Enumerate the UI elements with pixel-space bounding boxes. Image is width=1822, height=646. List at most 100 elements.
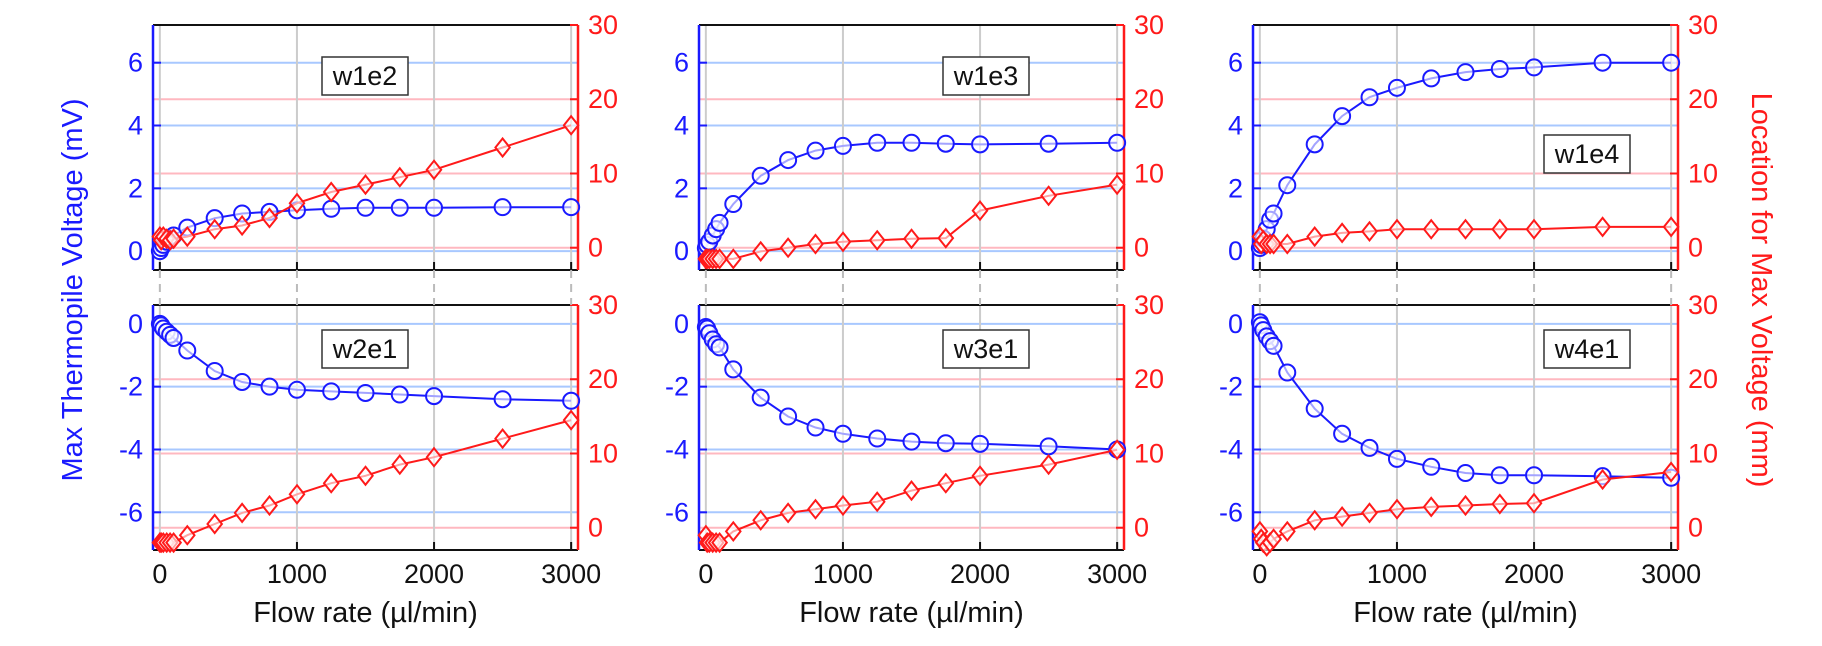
data-point-voltage [1422,457,1441,476]
data-point-location [165,531,183,554]
panel-label-box [1543,134,1631,174]
tick-label-right: 20 [588,84,618,114]
tick-label-right: 20 [1134,364,1164,394]
data-point-location [562,409,580,431]
data-point-voltage [322,199,341,218]
data-point-voltage [233,372,252,391]
data-point-location [206,513,224,535]
tick-label-right: 0 [1688,513,1703,543]
data-point-voltage [493,198,512,217]
tick-label-left: -2 [119,372,143,402]
panel-label-box [942,56,1030,96]
tick-label-right: 20 [588,364,618,394]
tick-label-left: 0 [128,309,143,339]
data-point-location [779,502,797,524]
series-line-voltage [705,326,1118,451]
tick-label-right: 0 [1134,513,1149,543]
data-point-voltage [1662,53,1681,72]
tick-label-right: 10 [1134,158,1164,188]
panel-w3e1: 0 -2 -4 -6 0 10 20 30 0 1000 2000 3000 w3e1 Flow rate… [665,290,1164,629]
data-point-location [1422,218,1440,240]
data-point-location [903,479,920,502]
data-point-location [971,465,989,487]
panel-label: w1e4 [1554,139,1620,169]
panel-label-box [942,329,1030,369]
data-point-voltage [1333,424,1352,443]
data-point-location [937,472,955,494]
data-point-location [1594,216,1612,238]
data-point-voltage [1360,88,1379,107]
data-point-location [562,114,580,136]
panel-label: w3e1 [953,334,1019,364]
data-point-location [288,192,306,214]
data-point-location [724,520,742,543]
data-point-voltage [1278,176,1297,195]
data-point-location [1388,218,1406,240]
tick-label-left: 0 [128,236,143,266]
panel-label: w4e1 [1554,334,1620,364]
data-point-location [868,491,886,513]
tick-label-x: 2000 [1504,559,1564,589]
tick-label-x: 3000 [1087,559,1147,589]
tick-label-right: 10 [588,158,618,188]
data-point-location [261,207,278,229]
data-point-voltage [868,133,887,152]
tick-label-x: 1000 [1367,559,1427,589]
tick-label-left: 2 [1228,173,1243,203]
tick-label-right: 20 [1688,84,1718,114]
data-point-voltage [806,418,825,437]
y-axis-label-right: Location for Max Voltage (mm) [1745,93,1777,488]
tick-label-left: 2 [128,173,143,203]
x-axis-label: Flow rate (µl/min) [1353,597,1578,629]
tick-label-x: 3000 [1641,559,1701,589]
tick-label-right: 0 [588,233,603,263]
tick-label-right: 20 [1134,84,1164,114]
tick-label-x: 3000 [541,559,601,589]
panel-label: w1e3 [953,61,1019,91]
panels: 0 2 4 6 0 10 20 30 w1e2 0 2 4 6 0 10 20 30 w1e3 0 2 4 6 0 10 20 3… [119,10,1718,629]
tick-label-right: 10 [1688,158,1718,188]
tick-label-x: 1000 [267,559,327,589]
tick-label-x: 0 [698,559,713,589]
tick-label-x: 2000 [950,559,1010,589]
tick-label-x: 2000 [404,559,464,589]
data-point-location [752,240,770,263]
data-point-location [1457,218,1474,240]
panel-label-box [321,56,409,96]
data-point-voltage [1490,59,1509,78]
tick-label-right: 0 [588,513,603,543]
data-point-location [1491,218,1509,240]
panel-w2e1: 0 -2 -4 -6 0 10 20 30 0 1000 2000 3000 w2e1 Flow rate… [119,290,618,629]
data-point-voltage [724,360,743,379]
data-point-voltage [1525,58,1544,77]
data-point-voltage [833,424,852,443]
data-point-location [903,228,920,250]
data-point-voltage [833,136,852,155]
tick-label-left: 6 [674,48,689,78]
tick-label-left: 2 [674,173,689,203]
data-point-location [724,248,742,270]
data-point-voltage [751,388,770,407]
data-point-location [425,446,443,468]
data-point-location [178,524,196,546]
tick-label-x: 0 [152,559,167,589]
data-point-location [834,231,852,253]
data-point-location [1040,453,1058,476]
data-point-location [391,453,409,476]
data-point-voltage [1278,363,1297,382]
panel-w1e4: 0 2 4 6 0 10 20 30 w1e4 [1228,10,1718,271]
data-point-voltage [178,341,197,360]
panel-w4e1: 0 -2 -4 -6 0 10 20 30 0 1000 2000 3000 w4e1 Flow rate… [1219,290,1718,629]
data-point-location [165,228,183,250]
tick-label-left: 4 [1228,111,1243,141]
data-point-voltage [562,198,581,217]
data-point-voltage [1264,204,1283,223]
data-point-location [711,248,729,270]
data-point-voltage [751,166,770,185]
data-point-voltage [936,134,955,153]
x-axis-label: Flow rate (µl/min) [799,597,1024,629]
tick-label-right: 0 [1134,233,1149,263]
data-point-location [391,166,409,188]
data-point-voltage [164,328,183,347]
